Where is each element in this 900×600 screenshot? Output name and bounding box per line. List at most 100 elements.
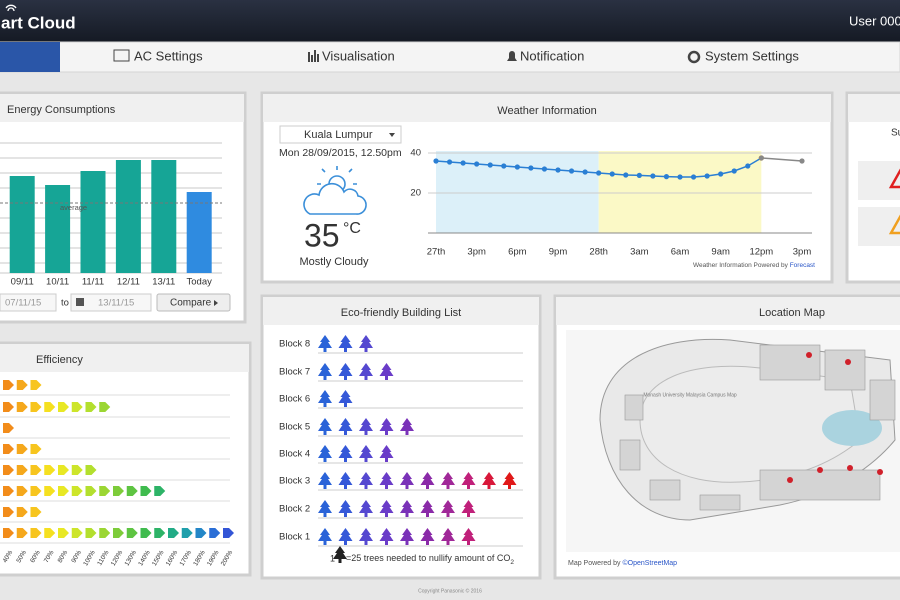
efficiency-row (3, 507, 42, 517)
panel-header (263, 94, 831, 122)
data-point (514, 164, 520, 170)
data-point (704, 173, 710, 179)
credit-text: Map Powered by (568, 560, 622, 567)
map-pins (787, 352, 883, 483)
button-caret (214, 300, 218, 306)
y-tick-label: 20 (410, 188, 421, 199)
x-tick-label: 12/11 (117, 277, 140, 288)
tree-icon (379, 418, 394, 435)
tree-row (318, 418, 414, 435)
tree-icon (359, 445, 373, 462)
alert-box[interactable] (858, 161, 900, 200)
location: Kuala Lumpur (304, 129, 373, 141)
panel-header (0, 94, 244, 122)
date-from: 07/11/15 (5, 298, 41, 309)
data-point (460, 160, 466, 166)
nav-item[interactable]: AC Settings (134, 48, 203, 63)
data-point (745, 163, 751, 169)
chevron (85, 528, 97, 538)
compare-button[interactable] (156, 293, 231, 312)
note-prefix: 1 (330, 553, 335, 563)
panel-title: Eco-friendly Building List (341, 307, 461, 319)
date-until: 13/11/15 (98, 298, 134, 309)
tree-icon (338, 335, 353, 352)
location-select[interactable] (279, 125, 402, 144)
x-tick-label: Today (187, 277, 213, 288)
chevron (154, 486, 166, 496)
chevron (30, 402, 42, 412)
tree-row (318, 390, 353, 407)
weather-credit: Weather Information Powered by Forecast (693, 262, 815, 269)
tree-icon (338, 528, 353, 545)
category-label: Block 5 (279, 422, 310, 433)
nav-item[interactable]: System Settings (705, 48, 799, 63)
tree-icon (338, 445, 353, 462)
data-point (731, 168, 737, 174)
x-tick-label: 6pm (508, 247, 527, 258)
tree-icon (379, 472, 394, 489)
tree-icon (400, 472, 414, 489)
tree-icon (441, 472, 455, 489)
tree-icon (441, 528, 455, 545)
tree-icon (400, 528, 414, 545)
chevron (113, 528, 124, 538)
credit-link[interactable]: ©OpenStreetMap (622, 559, 677, 567)
select-caret (389, 133, 395, 137)
data-point (446, 159, 453, 165)
chevron (16, 528, 28, 538)
nav-item[interactable]: Notification (520, 48, 584, 63)
chevron (16, 465, 28, 475)
nav-item[interactable]: Visualisation (322, 48, 395, 63)
shaded-band (598, 151, 762, 233)
panel-title: Weather Information (497, 105, 596, 117)
alert-box[interactable] (858, 207, 900, 246)
data-point (501, 163, 507, 169)
data-point (650, 173, 656, 179)
data-point (609, 171, 615, 177)
tree-row (318, 335, 373, 352)
chevron (58, 528, 69, 538)
lake (822, 410, 882, 446)
bar (115, 160, 141, 273)
date-input[interactable] (0, 293, 57, 312)
nav-icon (308, 50, 319, 62)
note-sub: 2 (510, 559, 514, 566)
nav-active[interactable] (0, 42, 60, 72)
chevron (71, 465, 83, 475)
panel-header (263, 297, 539, 325)
category-label: Block 1 (279, 532, 310, 543)
user-name[interactable]: User 000 (849, 13, 900, 28)
x-tick-label: 11/11 (82, 277, 104, 288)
x-tick-label: 27th (427, 247, 446, 258)
x-tick-label: 9pm (549, 247, 568, 258)
chevron (3, 465, 14, 475)
chevron (209, 528, 221, 538)
credit-link[interactable]: Forecast (790, 262, 815, 269)
tree-icon (379, 500, 394, 517)
chevron (58, 486, 69, 496)
bar (45, 185, 71, 273)
chevron (30, 465, 42, 475)
tree-icon (318, 500, 332, 517)
tree-icon (318, 472, 332, 489)
chevron (3, 528, 14, 538)
wifi-icon (5, 4, 17, 12)
tree-icon (441, 500, 455, 517)
tree-icon (359, 335, 373, 352)
category-label: Block 3 (279, 476, 310, 487)
category-label: Block 6 (279, 394, 310, 405)
side-title: Su (891, 128, 900, 139)
tree-icon (338, 418, 353, 435)
tree-icon (502, 472, 517, 489)
chevron (58, 465, 69, 475)
date-separator: to (61, 298, 69, 309)
efficiency-row (3, 486, 166, 496)
tree-icon (359, 528, 373, 545)
chevron (44, 528, 56, 538)
date-input[interactable] (70, 293, 152, 312)
data-point (433, 158, 439, 164)
tree-icon (379, 445, 394, 462)
efficiency-row (3, 423, 14, 433)
chevron (99, 486, 111, 496)
panel-header (0, 344, 249, 372)
